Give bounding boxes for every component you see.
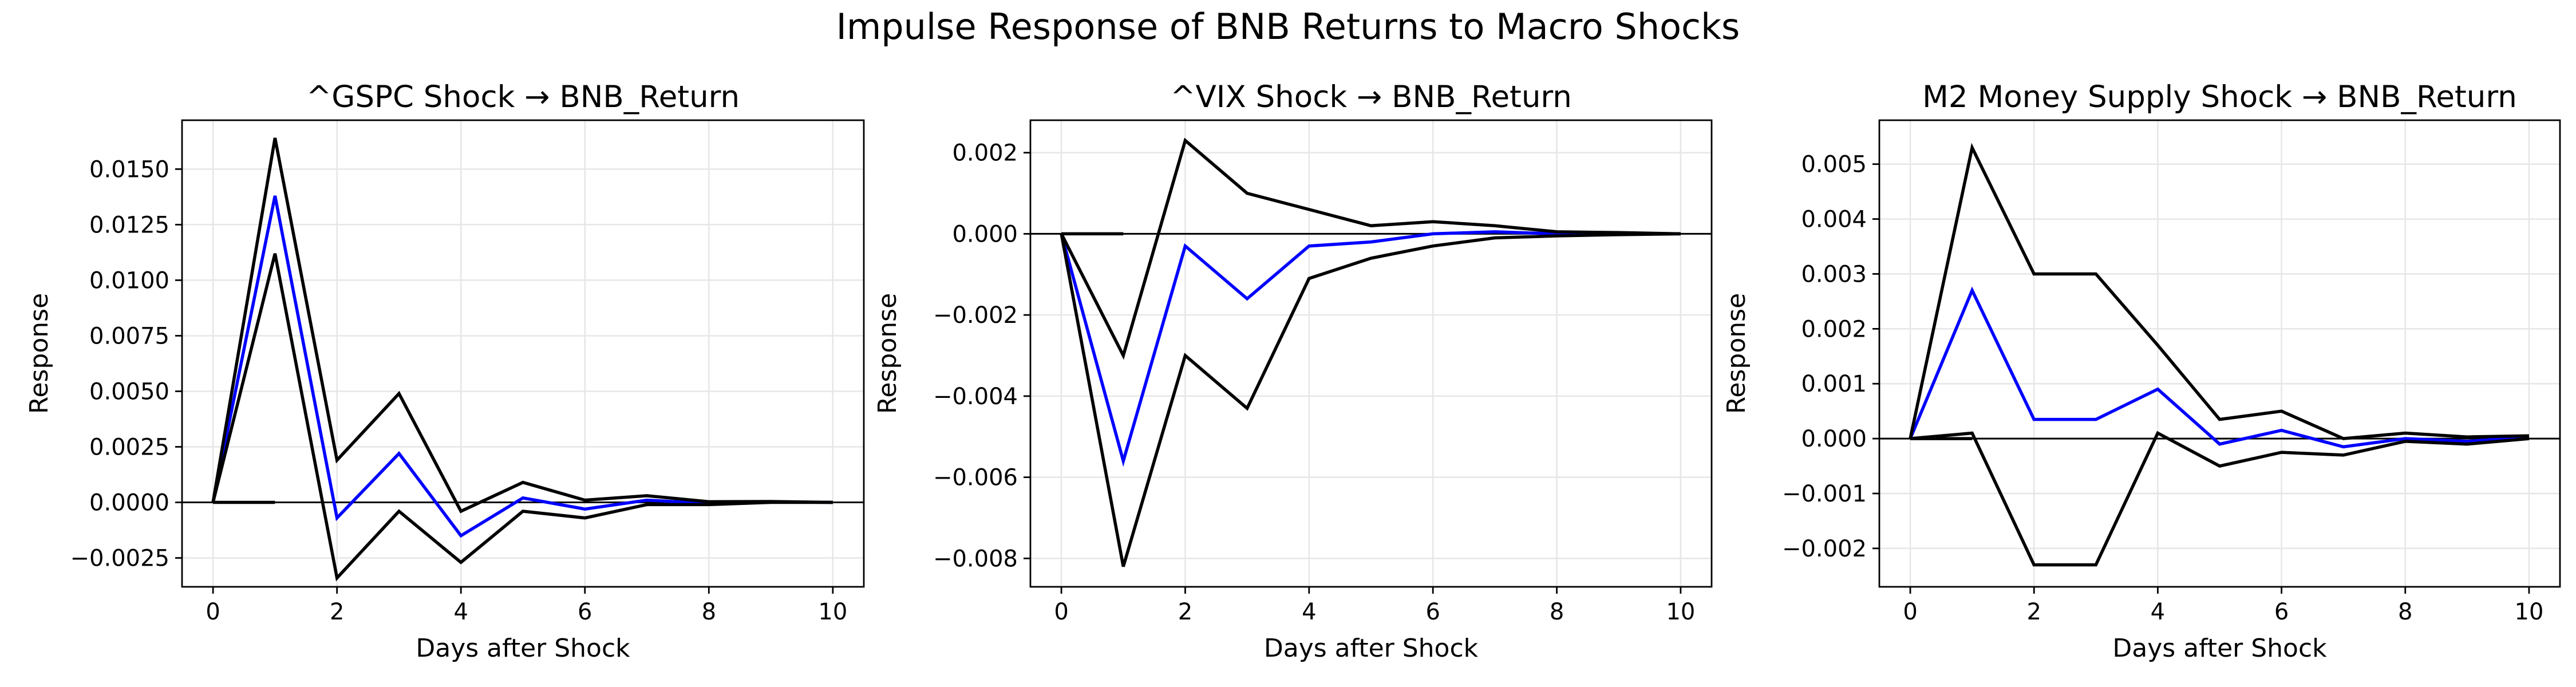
figure-title: Impulse Response of BNB Returns to Macro… (836, 6, 1740, 48)
y-tick-label: −0.004 (933, 384, 1018, 410)
plot-frame (181, 119, 865, 588)
series-line-response (1060, 230, 1681, 467)
x-tick-label: 6 (2274, 599, 2289, 625)
y-tick-label: −0.0025 (70, 546, 169, 572)
plot-frame (1029, 119, 1713, 588)
x-tick-label: 6 (1425, 599, 1440, 625)
chart-panels: 0 2 4 6 8 10−0.00250.00000.00250.00500.00750.… (25, 80, 2561, 663)
y-tick-label: 0.003 (1801, 261, 1867, 287)
x-tick-label: 2 (1178, 599, 1192, 625)
chart-panel-1: 0 2 4 6 8 10 −0.0025 0.0000 0.0025 0.0050 0.0075 0.… (25, 80, 865, 663)
x-axis-label: Days after Shock (1264, 634, 1479, 663)
y-tick-label: 0.000 (1801, 426, 1867, 452)
y-tick-label: 0.004 (1801, 207, 1867, 233)
series-line-response (1909, 286, 2530, 449)
y-tick-label: −0.002 (1782, 536, 1867, 562)
y-tick-label: −0.002 (933, 302, 1018, 329)
x-tick-label: 8 (2398, 599, 2412, 625)
series-line-lower-band (1060, 232, 1681, 567)
y-axis-label: Response (1722, 293, 1751, 414)
y-tick-label: 0.001 (1801, 371, 1867, 397)
y-tick-label: 0.002 (1801, 316, 1867, 342)
x-tick-label: 2 (2027, 599, 2041, 625)
x-tick-label: 8 (1550, 599, 1564, 625)
y-tick-label: 0.005 (1801, 152, 1867, 178)
y-tick-label: 0.0150 (89, 156, 169, 183)
x-tick-label: 0 (1903, 599, 1917, 625)
panel-title: M2 Money Supply Shock → BNB_Return (1922, 80, 2517, 114)
chart-panel-3: 0 2 4 6 8 10 −0.002 −0.001 0.000 0.001 0.002 0.003 0… (1722, 80, 2561, 663)
chart-panel-2: 0 2 4 6 8 10 −0.008 −0.006 −0.004 −0.002 0.000 0.00… (873, 80, 1713, 663)
y-tick-label: 0.0125 (89, 212, 169, 238)
panel-title: ^VIX Shock → BNB_Return (1170, 80, 1572, 114)
x-tick-label: 0 (1054, 599, 1068, 625)
y-axis-label: Response (25, 293, 54, 414)
y-tick-label: 0.000 (952, 221, 1018, 247)
x-tick-label: 10 (1666, 599, 1695, 625)
y-tick-label: 0.002 (952, 140, 1018, 167)
series-line-upper-band (211, 137, 833, 514)
x-axis-label: Days after Shock (2112, 634, 2327, 663)
x-tick-label: 4 (454, 599, 468, 625)
x-tick-label: 2 (330, 599, 344, 625)
x-tick-label: 6 (578, 599, 592, 625)
y-tick-label: 0.0025 (89, 435, 169, 461)
x-axis-label: Days after Shock (416, 634, 630, 663)
series-line-lower-band (1910, 431, 2530, 567)
y-tick-label: −0.001 (1782, 481, 1867, 507)
x-tick-label: 10 (2515, 599, 2544, 625)
y-tick-label: 0.0075 (89, 323, 169, 349)
y-axis-label: Response (873, 293, 902, 414)
x-tick-label: 8 (702, 599, 716, 625)
panel-title: ^GSPC Shock → BNB_Return (306, 80, 740, 114)
series-line-upper-band (1909, 143, 2530, 440)
x-tick-label: 0 (206, 599, 220, 625)
series-line-response (211, 195, 833, 538)
series-line-upper-band (1060, 137, 1681, 360)
plot-frame (1878, 119, 2561, 588)
x-tick-label: 4 (1302, 599, 1316, 625)
y-tick-label: 0.0000 (89, 490, 169, 516)
x-tick-label: 10 (818, 599, 847, 625)
y-tick-label: 0.0050 (89, 378, 169, 405)
y-tick-label: −0.008 (933, 546, 1018, 572)
y-tick-label: −0.006 (933, 465, 1018, 491)
y-tick-label: 0.0100 (89, 267, 169, 294)
series-line-lower-band (211, 253, 833, 582)
x-tick-label: 4 (2151, 599, 2165, 625)
